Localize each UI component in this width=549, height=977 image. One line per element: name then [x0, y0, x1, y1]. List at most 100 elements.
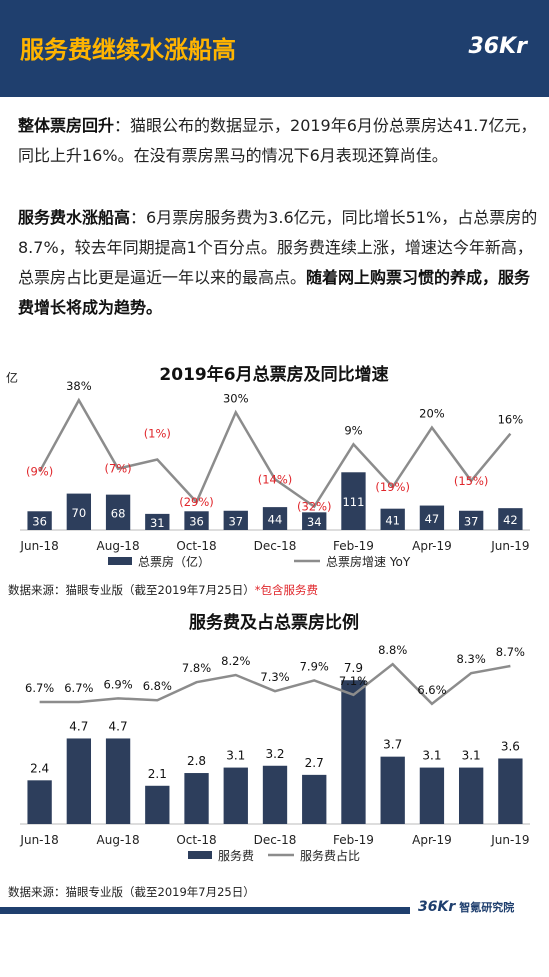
bar-value-label: 2.7: [305, 756, 324, 770]
line-value-label: 8.8%: [378, 643, 407, 657]
series-line-1: [38, 397, 512, 509]
footer-logo: 36Kr 智氪研究院: [418, 899, 514, 915]
page-title: 服务费继续水涨船高: [20, 36, 236, 64]
bar-Mar-19: [380, 508, 405, 530]
line-value-label: 8.7%: [496, 645, 525, 659]
bar-value-label: 31: [150, 516, 165, 530]
bar-Jun-18: [27, 511, 52, 530]
bar-value-label: 2.1: [148, 767, 167, 781]
bar-value-label: 36: [32, 515, 47, 529]
bar-Dec-18: [262, 507, 288, 530]
chart-title: 服务费及占总票房比例: [189, 612, 359, 633]
line-value-label: (15%): [454, 474, 489, 488]
x-tick-label: Jun-19: [490, 539, 529, 553]
bar-value-label: 111: [342, 495, 364, 509]
chart-title: 2019年6月总票房及同比增速: [159, 364, 388, 385]
line-value-label: (14%): [258, 472, 293, 486]
bar-value-label: 37: [228, 514, 243, 528]
chart2-source-text: 数据来源：猫眼专业版（截至2019年7月25日）: [8, 885, 255, 899]
x-tick-label: Jun-18: [19, 539, 58, 553]
bar-value-label: 4.7: [109, 719, 128, 733]
bar-value-label: 3.7: [383, 738, 402, 752]
footer-label: 智氪研究院: [459, 901, 515, 914]
bar-Jan-19: [302, 774, 327, 824]
footer-logo-mark: 36Kr: [418, 899, 456, 915]
bar-Jul-18: [66, 493, 92, 530]
line-value-label: 20%: [419, 407, 445, 421]
line-value-label: (9%): [26, 465, 53, 479]
bar-Nov-18: [223, 767, 248, 824]
chart1-source-text: 数据来源：猫眼专业版（截至2019年7月25日）: [8, 583, 255, 597]
bar-value-label: 3.2: [265, 747, 284, 761]
bar-Feb-19: [341, 680, 366, 824]
bar-value-label: 2.4: [30, 761, 49, 775]
bar-value-label: 2.8: [187, 754, 206, 768]
bar-Aug-18: [105, 738, 131, 824]
line-value-label: 7.1%: [339, 674, 368, 688]
legend-bar-label: 服务费: [218, 848, 254, 863]
line-value-label: 8.3%: [457, 652, 486, 666]
line-value-label: 38%: [66, 379, 92, 393]
line-value-label: 7.3%: [260, 670, 289, 684]
legend-bar-swatch: [108, 557, 132, 565]
line-value-label: 8.2%: [221, 654, 250, 668]
bar-value-label: 42: [503, 513, 518, 527]
x-tick-label: Apr-19: [412, 539, 452, 553]
bar-Jan-19: [302, 512, 327, 530]
line-value-label: 6.6%: [417, 683, 446, 697]
box-office-chart: 2019年6月总票房及同比增速 亿 36 70 68 31 36 37 44 34 111 41 47 3…: [0, 352, 549, 577]
header-banner: 服务费继续水涨船高 36Kr: [0, 0, 549, 97]
paragraph-2-conclusion: 随着网上购票习惯的养成，服务费增长将成为趋势。: [18, 268, 531, 317]
chart2-source: 数据来源：猫眼专业版（截至2019年7月25日）: [8, 884, 255, 900]
legend-bar-label: 总票房（亿）: [138, 554, 210, 569]
paragraph-2-text: ：6月票房服务费为3.6亿元，同比增长51%，占总票房的8.7%，较去年同期提高…: [18, 208, 538, 287]
bar-value-label: 70: [72, 506, 87, 520]
line-value-label: 6.7%: [64, 681, 93, 695]
bar-Apr-19: [419, 505, 445, 530]
bar-value-label: 36: [189, 515, 204, 529]
line-value-label: 6.8%: [143, 679, 172, 693]
footer-bar: [0, 907, 410, 914]
bar-Sep-18: [145, 513, 170, 530]
x-tick-label: Jun-18: [19, 833, 58, 847]
bar-Jun-18: [27, 780, 52, 824]
line-value-label: (1%): [144, 427, 171, 441]
bar-value-label: 37: [464, 514, 479, 528]
paragraph-1-text: ：猫眼公布的数据显示，2019年6月份总票房达41.7亿元，同比上升16%。在没…: [18, 116, 537, 165]
line-value-label: 7.9%: [300, 659, 329, 673]
bar-Oct-18: [184, 511, 209, 530]
bar-value-label: 4.7: [69, 719, 88, 733]
line-value-label: 6.7%: [25, 681, 54, 695]
bar-Jul-18: [66, 738, 92, 824]
y-axis-unit: 亿: [6, 370, 18, 385]
chart1-source: 数据来源：猫眼专业版（截至2019年7月25日）*包含服务费: [8, 582, 318, 598]
x-tick-label: Feb-19: [333, 539, 374, 553]
bar-Mar-19: [380, 756, 405, 824]
bar-May-19: [458, 510, 484, 530]
bar-Oct-18: [184, 773, 209, 824]
x-tick-label: Aug-18: [97, 539, 140, 553]
series-line-2: [39, 662, 511, 706]
box-office-chart-svg: 2019年6月总票房及同比增速 亿 36 70 68 31 36 37 44 34 111 41 47 3…: [6, 364, 530, 569]
paragraph-1-heading: 整体票房回升: [18, 116, 115, 135]
line-value-label: (19%): [375, 480, 410, 494]
bar-Aug-18: [105, 494, 131, 530]
bar-value-label: 3.6: [501, 739, 520, 753]
brand-logo-text: 36Kr: [468, 34, 527, 59]
legend-bar-swatch: [188, 851, 212, 859]
legend-line-label: 服务费占比: [300, 848, 360, 863]
line-value-label: 6.9%: [103, 677, 132, 691]
summary-paragraph-1: 整体票房回升：猫眼公布的数据显示，2019年6月份总票房达41.7亿元，同比上升…: [18, 111, 540, 171]
bar-Dec-18: [262, 765, 288, 824]
line-value-label: (29%): [179, 495, 214, 509]
paragraph-2-heading: 服务费水涨船高: [18, 208, 131, 227]
chart1-source-note: *包含服务费: [254, 583, 318, 597]
x-tick-label: Oct-18: [176, 539, 216, 553]
bar-value-label: 68: [111, 506, 126, 520]
legend-line-label: 总票房增速 YoY: [326, 554, 411, 569]
bar-Nov-18: [223, 510, 248, 530]
bar-value-label: 41: [385, 513, 400, 527]
bar-value-label: 3.1: [462, 749, 481, 763]
x-tick-label: Oct-18: [176, 833, 216, 847]
bar-Jun-19: [498, 508, 523, 530]
